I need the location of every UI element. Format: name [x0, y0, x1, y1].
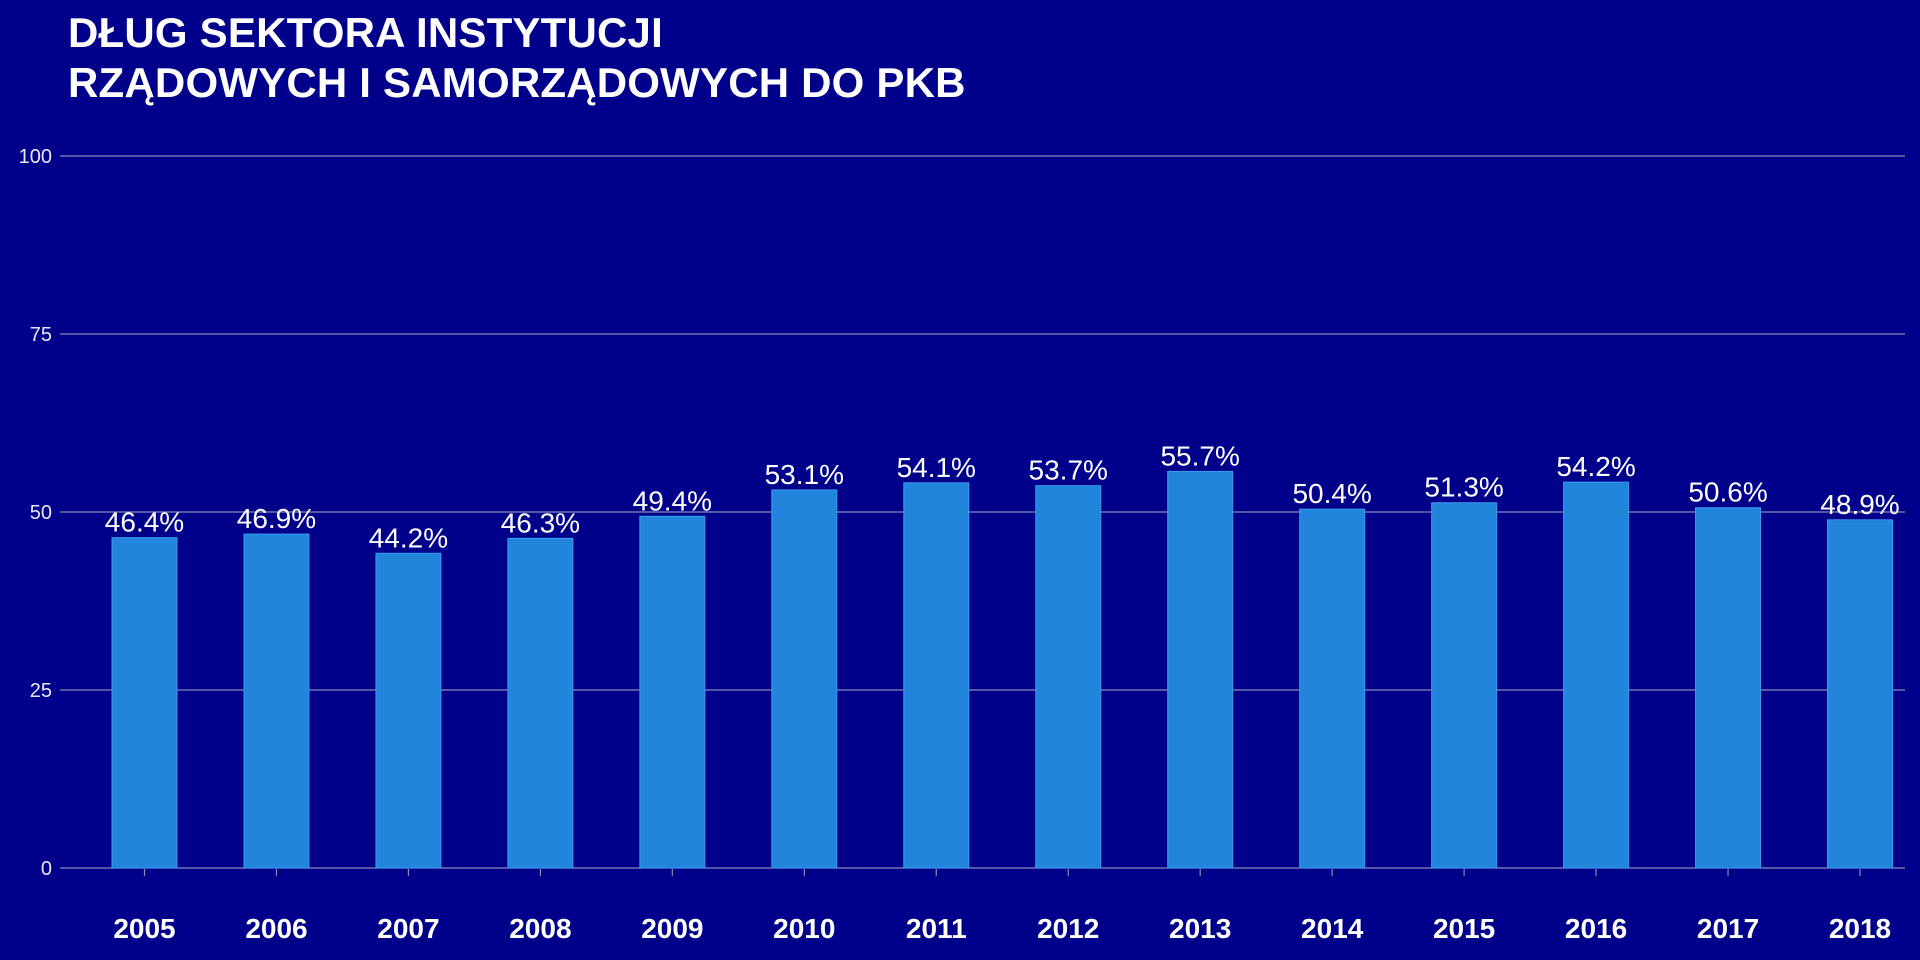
data-label-2012: 53.7% — [1029, 455, 1108, 486]
data-label-2016: 54.2% — [1556, 451, 1635, 482]
bar-2014 — [1299, 508, 1366, 869]
data-label-2014: 50.4% — [1292, 478, 1371, 509]
x-tick-label-2010: 2010 — [773, 913, 835, 944]
data-label-2017: 50.6% — [1688, 477, 1767, 508]
y-tick-label-50: 50 — [30, 502, 52, 524]
y-tick-label-0: 0 — [41, 858, 52, 880]
data-label-2015: 51.3% — [1424, 472, 1503, 503]
data-labels-layer: 46.4% 46.9% 44.2% 46.3% 49.4% 53.1% 54.1% 53.7%… — [105, 440, 1900, 553]
x-tick-label-2008: 2008 — [509, 913, 571, 944]
x-tick-label-2015: 2015 — [1433, 913, 1495, 944]
x-tick-label-2006: 2006 — [245, 913, 307, 944]
data-label-2008: 46.3% — [501, 507, 580, 538]
x-tick-label-2005: 2005 — [113, 913, 175, 944]
bar-2017 — [1695, 507, 1762, 869]
data-label-2018: 48.9% — [1820, 489, 1899, 520]
chart-title-line-1: DŁUG SEKTORA INSTYTUCJI — [68, 9, 663, 56]
x-tick-label-2016: 2016 — [1565, 913, 1627, 944]
y-tick-label-25: 25 — [30, 680, 52, 702]
x-tick-label-2011: 2011 — [906, 913, 967, 944]
bar-2009 — [639, 515, 706, 869]
bar-2006 — [243, 533, 310, 869]
data-label-2010: 53.1% — [765, 459, 844, 490]
bar-2008 — [507, 537, 574, 869]
y-tick-label-100: 100 — [19, 146, 52, 168]
chart-title: DŁUG SEKTORA INSTYTUCJI RZĄDOWYCH I SAMO… — [68, 8, 966, 108]
bar-2007 — [375, 552, 442, 869]
x-tick-label-2009: 2009 — [641, 913, 703, 944]
x-tick-label-2017: 2017 — [1697, 913, 1759, 944]
x-tick-label-2007: 2007 — [377, 913, 439, 944]
chart-title-line-2: RZĄDOWYCH I SAMORZĄDOWYCH DO PKB — [68, 59, 966, 106]
data-label-2006: 46.9% — [237, 503, 316, 534]
x-tick-label-2013: 2013 — [1169, 913, 1231, 944]
bar-2018 — [1827, 519, 1893, 869]
data-label-2005: 46.4% — [105, 507, 184, 538]
data-label-2013: 55.7% — [1160, 440, 1239, 471]
x-axis: 2005 2006 2007 2008 2009 2010 2011 2012 2013 2014… — [113, 869, 1891, 944]
x-tick-label-2012: 2012 — [1037, 913, 1099, 944]
bar-2015 — [1431, 502, 1498, 869]
data-label-2007: 44.2% — [369, 522, 448, 553]
bar-2005 — [111, 537, 178, 869]
data-label-2009: 49.4% — [633, 485, 712, 516]
bar-2010 — [771, 489, 838, 869]
bar-2016 — [1563, 481, 1630, 869]
x-tick-label-2018: 2018 — [1829, 913, 1891, 944]
data-label-2011: 54.1% — [897, 452, 976, 483]
bar-2011 — [903, 482, 970, 869]
x-tick-label-2014: 2014 — [1301, 913, 1364, 944]
grid-layer: 0 25 50 75 100 — [19, 146, 1905, 880]
bar-2013 — [1167, 470, 1234, 869]
bar-2012 — [1035, 485, 1102, 869]
bars-layer — [111, 470, 1893, 869]
y-tick-label-75: 75 — [30, 324, 52, 346]
